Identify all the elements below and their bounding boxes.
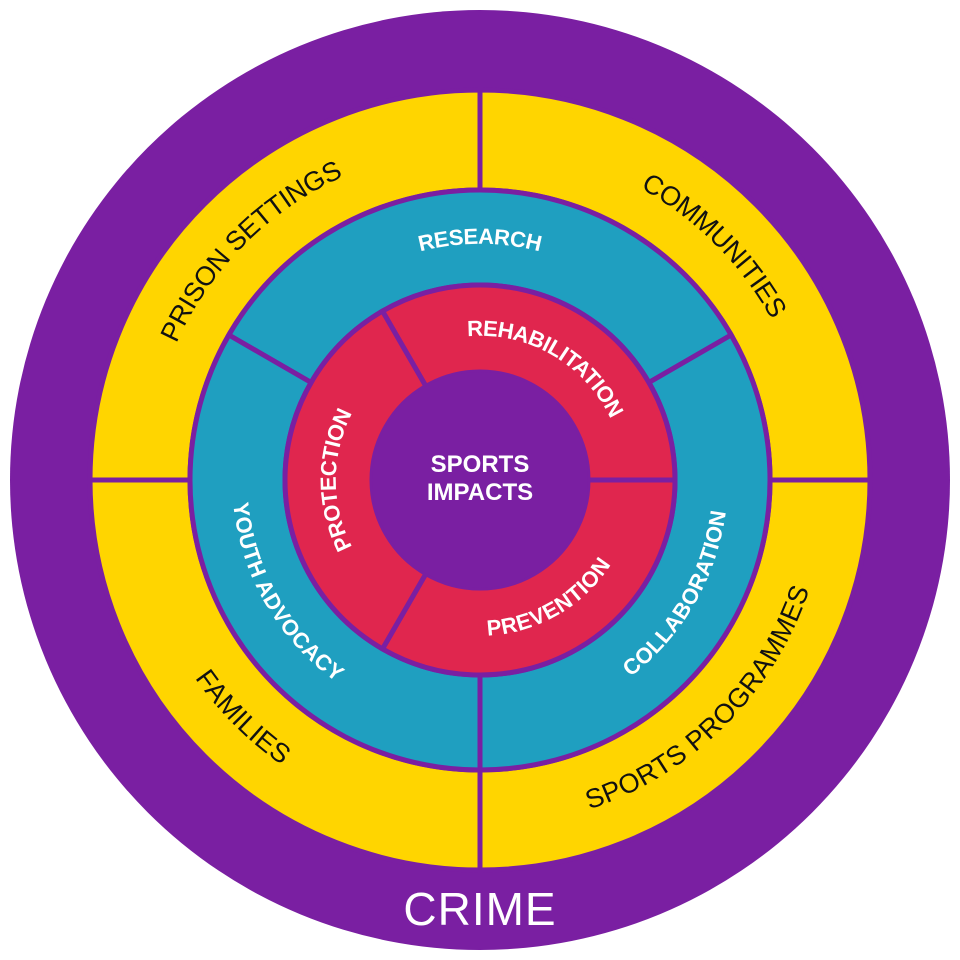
outer-ring-label: CRIME [403,883,556,935]
center-label-line2: IMPACTS [427,479,533,506]
center-label-line1: SPORTS [431,451,530,478]
radial-diagram: SPORTSIMPACTSCRIMEREHABILITATIONPREVENTI… [0,0,960,960]
